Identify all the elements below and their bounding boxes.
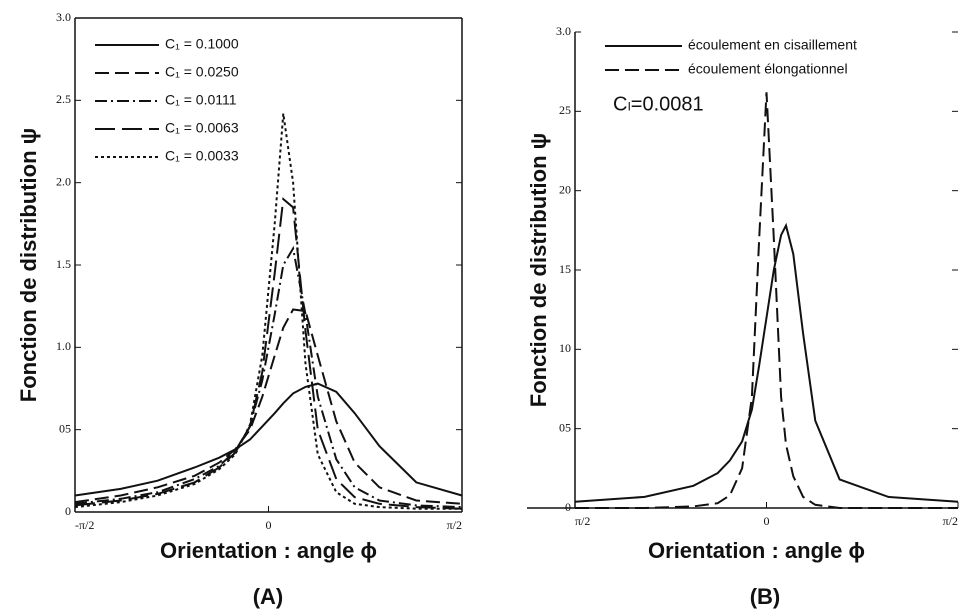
x-tick-label: π/2 (943, 514, 958, 528)
curve (74, 308, 463, 505)
y-tick-label: 0 (565, 500, 571, 514)
curve (74, 382, 463, 497)
caption: (A) (253, 584, 284, 609)
x-axis-title: Orientation : angle ϕ (160, 538, 377, 563)
y-tick-label: 0 (65, 504, 71, 518)
y-tick-label: 1.5 (56, 257, 71, 271)
x-tick-label: π/2 (575, 514, 590, 528)
caption: (B) (750, 584, 781, 609)
curve (74, 245, 463, 509)
legend-label: C₁ = 0.1000 (165, 36, 239, 52)
curve (575, 92, 958, 509)
curve (74, 197, 463, 510)
y-tick-label: 3.0 (556, 24, 571, 38)
y-tick-label: 25 (559, 103, 571, 117)
y-tick-label: 2.5 (56, 92, 71, 106)
x-tick-label: 0 (266, 518, 272, 532)
x-tick-label: 0 (764, 514, 770, 528)
y-axis-title: Fonction de distribution ψ (16, 128, 41, 402)
y-tick-label: 05 (59, 421, 71, 435)
legend-label: C₁ = 0.0111 (165, 92, 237, 108)
legend-label: écoulement en cisaillement (688, 37, 857, 53)
y-tick-label: 05 (559, 420, 571, 434)
x-tick-label: -π/2 (75, 518, 94, 532)
y-tick-label: 10 (559, 341, 571, 355)
legend-label: C₁ = 0.0033 (165, 148, 239, 164)
legend-label: C₁ = 0.0063 (165, 120, 239, 136)
y-tick-label: 20 (559, 182, 571, 196)
curve (574, 222, 959, 503)
legend-label: écoulement élongationnel (688, 61, 848, 77)
x-tick-label: π/2 (447, 518, 462, 532)
x-axis-title: Orientation : angle ϕ (648, 538, 865, 563)
y-tick-label: 2.0 (56, 174, 71, 188)
y-tick-label: 1.0 (56, 339, 71, 353)
y-tick-label: 3.0 (56, 10, 71, 24)
annotation: Cₗ=0.0081 (613, 93, 704, 115)
y-tick-label: 15 (559, 262, 571, 276)
y-axis-title: Fonction de distribution ψ (526, 133, 551, 407)
curve (74, 113, 462, 510)
legend-label: C₁ = 0.0250 (165, 64, 239, 80)
